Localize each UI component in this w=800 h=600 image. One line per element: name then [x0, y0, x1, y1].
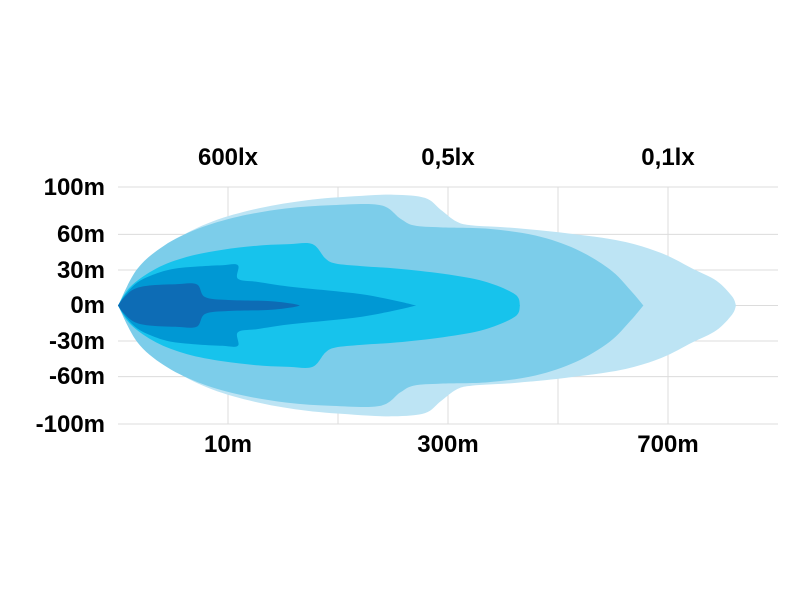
svg-text:300m: 300m	[417, 431, 478, 458]
svg-text:-30m: -30m	[49, 328, 105, 355]
svg-text:30m: 30m	[57, 257, 105, 284]
svg-text:600lx: 600lx	[198, 144, 259, 171]
svg-text:60m: 60m	[57, 221, 105, 248]
svg-text:-60m: -60m	[49, 363, 105, 390]
svg-text:0,5lx: 0,5lx	[421, 144, 475, 171]
svg-text:100m: 100m	[44, 174, 105, 201]
svg-text:700m: 700m	[637, 431, 698, 458]
svg-text:0,1lx: 0,1lx	[641, 144, 695, 171]
svg-text:10m: 10m	[204, 431, 252, 458]
svg-text:0m: 0m	[70, 292, 105, 319]
svg-text:-100m: -100m	[36, 411, 105, 438]
